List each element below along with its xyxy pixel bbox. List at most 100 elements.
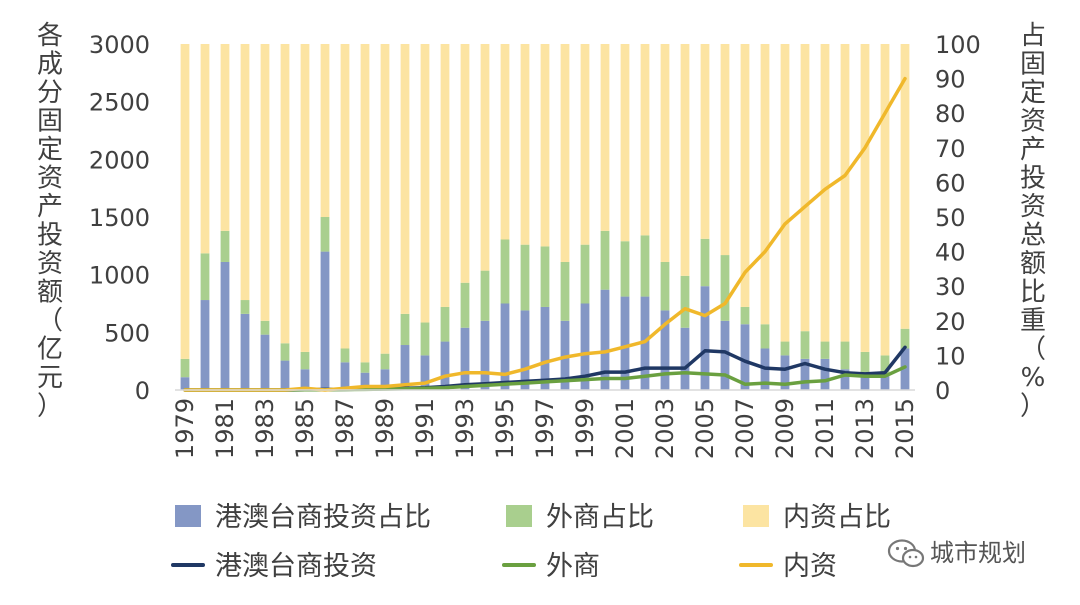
left-tick-label: 1000 [89,262,150,290]
bar-segment-hmt-1993 [460,327,470,390]
bar-segment-foreign-1990 [400,313,410,346]
bar-segment-domestic-1998 [560,44,570,262]
bar-segment-domestic-1996 [520,44,530,245]
bar-segment-foreign-1982 [240,300,250,314]
left-tick-label: 2500 [89,89,150,117]
legend-swatch [743,505,769,527]
x-ticks: 1979 1981 1983 1985 1987 1989 1991 1993 1995 1997… [171,398,919,459]
bar-segment-hmt-1981 [220,261,230,390]
wechat-icon [887,539,925,568]
legend-swatch [175,505,201,527]
bar-segment-domestic-2009 [780,44,790,342]
bar-segment-foreign-1991 [420,322,430,356]
watermark-text: 城市规划 [930,539,1026,567]
bar-segment-domestic-2011 [820,44,830,342]
right-tick-label: 50 [935,204,966,232]
bar-segment-domestic-1991 [420,44,430,323]
bar-segment-foreign-2015 [900,328,910,349]
right-tick-label: 100 [935,31,981,59]
left-y-ticks: 0 500 1000 1500 2000 2500 3000 [89,31,150,405]
bar-segment-foreign-1997 [540,246,550,307]
x-tick-label: 2007 [731,398,759,459]
legend-label: 内资占比 [783,502,891,533]
x-tick-label: 1983 [251,398,279,459]
bar-segment-foreign-1983 [260,320,270,335]
bar-segment-domestic-1992 [440,44,450,307]
bar-segment-hmt-1984 [280,360,290,390]
right-tick-label: 90 [935,66,966,94]
right-tick-label: 30 [935,273,966,301]
bar-segment-domestic-1982 [240,44,250,301]
bar-segment-hmt-1982 [240,313,250,390]
bar-segment-domestic-2000 [600,44,610,231]
legend-swatch [506,505,532,527]
bar-segment-domestic-1979 [180,44,190,359]
right-tick-label: 70 [935,135,966,163]
bar-segment-hmt-1991 [420,355,430,390]
bar-segment-domestic-2006 [720,44,730,256]
bar-segment-foreign-1986 [320,217,330,252]
x-tick-label: 1987 [331,398,359,459]
right-tick-label: 0 [935,377,950,405]
bar-layer [180,44,910,390]
bar-segment-foreign-2014 [880,355,890,377]
bar-segment-foreign-1995 [500,239,510,304]
bar-segment-hmt-2013 [860,372,870,390]
axis-title-text: 各成分固定资产投资额（亿元） [37,21,63,422]
x-tick-label: 1997 [531,398,559,459]
bar-segment-domestic-1990 [400,44,410,314]
bar-segment-domestic-2008 [760,44,770,325]
bar-segment-domestic-1984 [280,44,290,344]
bar-segment-domestic-2015 [900,44,910,329]
bar-segment-foreign-2011 [820,341,830,359]
bar-segment-foreign-2004 [680,275,690,328]
bar-segment-hmt-1994 [480,320,490,390]
x-tick-label: 2005 [691,398,719,459]
bar-segment-hmt-1985 [300,369,310,390]
x-tick-label: 1985 [291,398,319,459]
bar-segment-domestic-2014 [880,44,890,356]
left-tick-label: 3000 [89,31,150,59]
legend-label: 港澳台商投资占比 [215,502,431,533]
bar-segment-foreign-2006 [720,255,730,321]
x-tick-label: 2009 [771,398,799,459]
bar-segment-foreign-1987 [340,348,350,363]
bar-segment-foreign-1996 [520,244,530,311]
x-tick-label: 2015 [891,398,919,459]
bar-segment-domestic-1980 [200,44,210,254]
bar-segment-hmt-1986 [320,251,330,390]
bar-segment-domestic-1994 [480,44,490,271]
x-tick-label: 2003 [651,398,679,459]
bar-segment-domestic-1989 [380,44,390,354]
x-tick-label: 1981 [211,398,239,459]
bar-segment-domestic-2010 [800,44,810,332]
bar-segment-hmt-2007 [740,324,750,390]
bar-segment-domestic-2013 [860,44,870,352]
x-tick-label: 1991 [411,398,439,459]
bar-segment-foreign-2000 [600,230,610,290]
bar-segment-domestic-1987 [340,44,350,349]
x-tick-label: 1993 [451,398,479,459]
bar-segment-hmt-1992 [440,341,450,390]
x-tick-label: 2001 [611,398,639,459]
bar-segment-foreign-2001 [620,241,630,297]
x-tick-label: 1989 [371,398,399,459]
bar-segment-foreign-1985 [300,351,310,370]
x-tick-label: 2013 [851,398,879,459]
bar-segment-domestic-2001 [620,44,630,242]
series-line-domestic [183,76,907,392]
bar-segment-hmt-1995 [500,303,510,390]
bar-segment-hmt-2014 [880,376,890,390]
bar-segment-domestic-1983 [260,44,270,321]
bar-segment-domestic-2012 [840,44,850,342]
bar-segment-foreign-1999 [580,244,590,304]
left-tick-label: 2000 [89,146,150,174]
bar-segment-domestic-1988 [360,44,370,363]
left-tick-label: 0 [135,377,150,405]
bar-segment-foreign-2002 [640,235,650,297]
bar-segment-foreign-1980 [200,253,210,301]
bar-segment-hmt-1997 [540,306,550,390]
bar-segment-foreign-1988 [360,362,370,373]
bar-segment-foreign-2010 [800,331,810,359]
